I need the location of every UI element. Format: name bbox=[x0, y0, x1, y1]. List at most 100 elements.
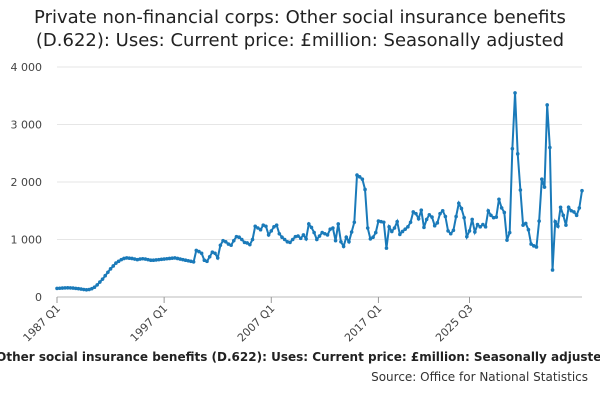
data-point bbox=[296, 234, 300, 238]
data-point bbox=[76, 286, 81, 291]
data-point bbox=[207, 254, 212, 259]
data-point bbox=[548, 145, 552, 150]
data-point bbox=[114, 261, 118, 265]
data-point bbox=[365, 226, 370, 230]
data-point bbox=[111, 264, 116, 268]
data-point bbox=[191, 260, 196, 264]
data-point bbox=[430, 215, 434, 219]
data-point bbox=[151, 258, 156, 263]
data-point bbox=[175, 256, 180, 261]
data-point bbox=[572, 210, 576, 214]
data-point bbox=[71, 286, 75, 290]
data-point bbox=[537, 219, 541, 223]
data-point bbox=[242, 240, 247, 245]
y-tick-label: 1 000 bbox=[11, 234, 43, 247]
data-point bbox=[411, 210, 416, 214]
data-point bbox=[400, 229, 405, 234]
data-point bbox=[106, 270, 110, 275]
data-point bbox=[398, 232, 402, 237]
data-point bbox=[309, 225, 314, 230]
data-point bbox=[443, 214, 448, 219]
data-point bbox=[333, 238, 338, 243]
data-point bbox=[435, 221, 440, 225]
data-point bbox=[577, 206, 582, 210]
data-point bbox=[489, 213, 493, 218]
data-point bbox=[534, 245, 539, 249]
data-point bbox=[432, 223, 437, 228]
data-point bbox=[478, 225, 483, 229]
data-point bbox=[138, 257, 142, 261]
data-point bbox=[424, 217, 429, 222]
data-point bbox=[574, 213, 579, 218]
data-point bbox=[282, 237, 287, 242]
data-point bbox=[178, 257, 183, 261]
data-point bbox=[349, 230, 354, 234]
data-point bbox=[73, 286, 78, 291]
data-point bbox=[515, 152, 520, 156]
data-point bbox=[132, 257, 137, 261]
data-point bbox=[103, 273, 108, 278]
data-point bbox=[122, 256, 126, 261]
y-tick-label: 3 000 bbox=[11, 119, 43, 132]
data-point bbox=[81, 287, 86, 292]
x-tick-label: 2017 Q1 bbox=[342, 302, 385, 345]
data-point bbox=[427, 212, 432, 217]
data-point bbox=[497, 197, 501, 202]
series-points bbox=[55, 91, 584, 292]
data-point bbox=[368, 237, 373, 241]
data-point bbox=[459, 206, 464, 211]
data-point bbox=[298, 236, 303, 241]
data-point bbox=[395, 219, 399, 224]
data-point bbox=[465, 234, 469, 239]
data-point bbox=[205, 259, 209, 264]
data-point bbox=[79, 287, 83, 291]
data-point bbox=[197, 249, 201, 254]
data-point bbox=[293, 234, 298, 239]
data-point bbox=[341, 244, 346, 249]
data-point bbox=[181, 257, 185, 262]
data-point bbox=[140, 256, 145, 261]
data-point bbox=[148, 258, 153, 263]
data-point bbox=[475, 222, 480, 227]
x-axis: 1987 Q1 1997 Q1 2007 Q1 2017 Q1 2025 Q3 bbox=[21, 297, 476, 344]
data-point bbox=[199, 251, 204, 256]
data-point bbox=[446, 229, 450, 233]
data-point bbox=[315, 237, 319, 242]
data-point bbox=[231, 238, 236, 243]
data-point bbox=[408, 220, 413, 225]
data-point bbox=[274, 223, 279, 227]
data-point bbox=[234, 234, 239, 239]
data-point bbox=[170, 256, 174, 260]
data-point bbox=[470, 217, 474, 222]
data-point bbox=[60, 286, 65, 290]
chart-title: Private non-financial corps: Other socia… bbox=[34, 7, 566, 51]
data-point bbox=[513, 91, 517, 95]
data-point bbox=[266, 233, 271, 237]
data-point bbox=[264, 224, 268, 229]
data-point bbox=[55, 286, 59, 291]
data-point bbox=[339, 240, 343, 244]
data-point bbox=[486, 208, 491, 213]
data-point bbox=[272, 225, 276, 229]
data-point bbox=[360, 177, 365, 181]
data-point bbox=[65, 286, 70, 290]
data-point bbox=[521, 223, 525, 227]
data-point bbox=[285, 240, 290, 244]
data-point bbox=[301, 233, 306, 237]
data-point bbox=[553, 219, 558, 224]
data-point bbox=[84, 288, 89, 292]
data-point bbox=[483, 225, 488, 229]
data-point bbox=[167, 256, 172, 261]
data-point bbox=[390, 229, 394, 234]
data-point bbox=[127, 256, 132, 260]
data-point bbox=[215, 256, 220, 260]
data-point bbox=[288, 240, 292, 245]
data-point bbox=[63, 286, 67, 290]
data-point bbox=[90, 286, 94, 291]
data-point bbox=[100, 277, 105, 281]
data-point bbox=[250, 237, 255, 242]
data-point bbox=[387, 225, 391, 229]
data-point bbox=[550, 268, 555, 272]
data-point bbox=[499, 206, 504, 210]
